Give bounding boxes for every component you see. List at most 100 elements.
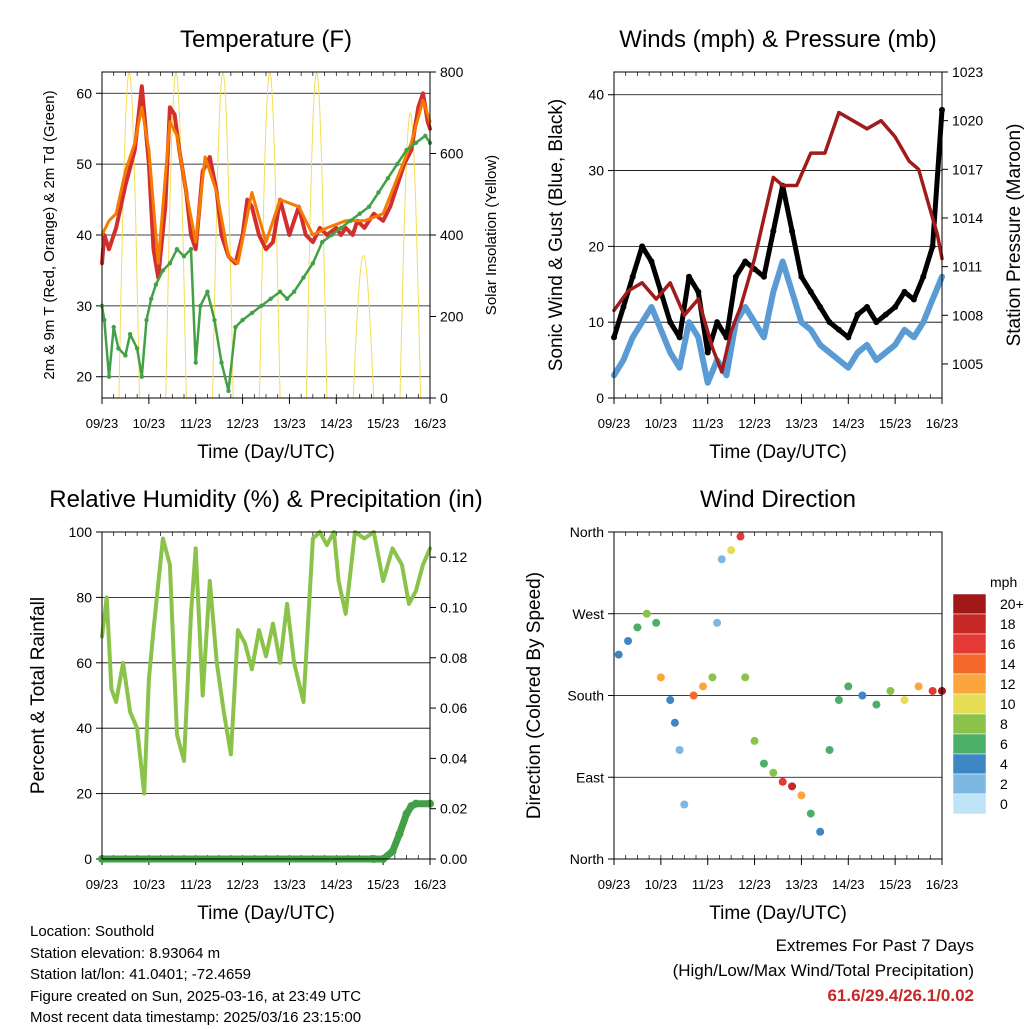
direction-point	[858, 691, 867, 700]
y-tick-label: 40	[76, 227, 92, 243]
x-tick-label: 15/23	[879, 877, 912, 892]
dewpoint-line	[100, 134, 432, 393]
y2-tick-label: 0	[440, 390, 448, 406]
y-tick-label: South	[567, 688, 604, 704]
chart-title: Temperature (F)	[180, 26, 352, 53]
wind-point	[855, 350, 861, 356]
y2-axis-label: Solar Insolation (Yellow)	[483, 155, 500, 315]
colorbar-swatch	[952, 713, 987, 735]
extremes-values: 61.6/29.4/26.1/0.02	[827, 986, 974, 1005]
panel-0: 09/23 10/23 11/23 12/23 13/23 14/23 15/23 16/23…	[41, 26, 500, 463]
direction-point	[675, 746, 684, 754]
x-tick-label: 11/23	[180, 416, 212, 431]
colorbar-label: 4	[1000, 756, 1008, 772]
colorbar-label: 10	[1000, 696, 1016, 712]
colorbar-swatch	[952, 733, 987, 755]
x-axis-label: Time (Day/UTC)	[197, 442, 335, 463]
solar-curve	[399, 112, 422, 399]
colorbar-label: 20+	[1000, 596, 1024, 612]
y-tick-label: 20	[76, 369, 92, 385]
wind-point	[808, 327, 814, 333]
y2-tick-label: 1020	[952, 113, 983, 129]
x-tick-label: 09/23	[86, 877, 119, 892]
wind-point	[770, 289, 776, 295]
wind-point	[845, 365, 851, 371]
y-tick-label: 20	[588, 238, 604, 254]
colorbar-label: 2	[1000, 776, 1008, 792]
y-tick-label: 0	[596, 390, 604, 406]
x-tick-label: 13/23	[785, 416, 818, 431]
extremes-subtitle: (High/Low/Max Wind/Total Precipitation)	[672, 961, 974, 980]
x-tick-label: 09/23	[598, 416, 631, 431]
wind-point	[695, 334, 701, 340]
y-tick-label: 20	[76, 786, 92, 802]
direction-point	[666, 696, 675, 705]
x-tick-label: 11/23	[692, 877, 724, 892]
wind-point	[677, 365, 683, 371]
direction-point	[788, 782, 797, 791]
wind-point	[658, 327, 664, 333]
colorbar-swatch	[952, 593, 987, 615]
y2-tick-label: 0.06	[440, 700, 467, 716]
precip-line	[98, 800, 434, 863]
x-tick-label: 15/23	[367, 877, 400, 892]
direction-point	[624, 637, 633, 645]
direction-point	[717, 555, 726, 564]
colorbar-label: 14	[1000, 656, 1016, 672]
wind-point	[648, 304, 654, 310]
direction-point	[736, 532, 745, 541]
location-text: Location: Southold	[30, 923, 155, 940]
y-axis-label: Sonic Wind & Gust (Blue, Black)	[546, 99, 567, 371]
x-tick-label: 14/23	[320, 416, 353, 431]
colorbar-label: 18	[1000, 616, 1016, 632]
extremes-box: Extremes For Past 7 Days (High/Low/Max W…	[673, 933, 974, 1008]
latest-text: Most recent data timestamp: 2025/03/16 2…	[30, 1009, 362, 1026]
y2-tick-label: 0.10	[440, 599, 467, 615]
y-tick-label: 50	[76, 156, 92, 172]
y-tick-label: 0	[84, 851, 92, 867]
y2-tick-label: 0.12	[440, 549, 467, 565]
wind-point	[789, 289, 795, 295]
x-tick-label: 13/23	[785, 877, 818, 892]
wind-point	[836, 357, 842, 363]
latlon-text: Station lat/lon: 41.0401; -72.4659	[30, 966, 252, 983]
y-tick-label: East	[576, 769, 604, 785]
chart-title: Winds (mph) & Pressure (mb)	[619, 26, 936, 53]
precip-point	[388, 847, 397, 856]
direction-point	[759, 759, 768, 768]
x-tick-label: 16/23	[414, 416, 447, 431]
x-axis-label: Time (Day/UTC)	[197, 903, 335, 924]
x-tick-label: 10/23	[133, 416, 166, 431]
direction-point	[834, 696, 843, 705]
wind-point	[742, 304, 748, 310]
wind-point	[798, 319, 804, 325]
x-axis-label: Time (Day/UTC)	[709, 442, 847, 463]
y-tick-label: 30	[76, 298, 92, 314]
y2-tick-label: 0.08	[440, 650, 467, 666]
y2-tick-label: 1011	[952, 259, 982, 275]
plot-frame	[101, 71, 431, 399]
x-tick-label: 11/23	[692, 416, 724, 431]
direction-point	[928, 686, 937, 695]
colorbar-label: 8	[1000, 716, 1008, 732]
colorbar-swatch	[952, 653, 987, 675]
wind-point	[667, 350, 673, 356]
y-tick-label: West	[572, 606, 604, 622]
y-tick-label: 40	[76, 720, 92, 736]
chart-title: Relative Humidity (%) & Precipitation (i…	[49, 486, 482, 513]
y2-tick-label: 0.02	[440, 801, 467, 817]
wind-point	[920, 319, 926, 325]
direction-point	[699, 682, 708, 691]
x-tick-label: 12/23	[738, 416, 771, 431]
x-tick-label: 10/23	[645, 416, 678, 431]
x-axis-label: Time (Day/UTC)	[709, 903, 847, 924]
direction-point	[656, 673, 665, 682]
precip-point	[395, 829, 404, 838]
y2-tick-label: 1017	[952, 161, 983, 177]
y-tick-label: 80	[76, 589, 92, 605]
colorbar-label: 6	[1000, 736, 1008, 752]
x-tick-label: 16/23	[926, 416, 959, 431]
wind-point	[639, 319, 645, 325]
y2-tick-label: 800	[440, 64, 464, 80]
